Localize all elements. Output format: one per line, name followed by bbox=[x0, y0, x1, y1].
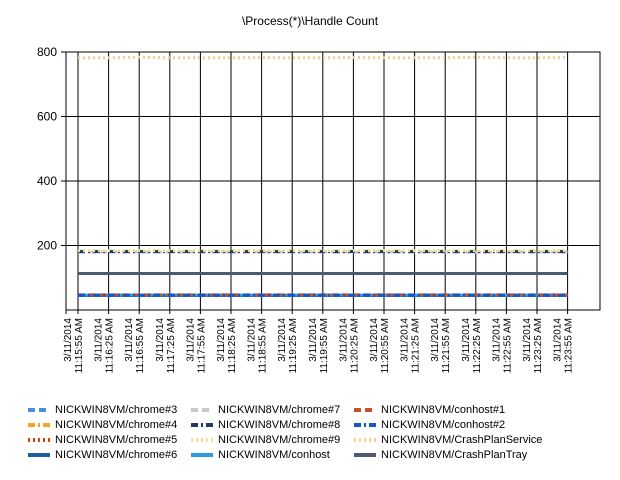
x-tick-label: 3/11/2014 11:16:25 AM bbox=[94, 318, 116, 374]
x-tick-label-line: 11:15:55 AM bbox=[74, 318, 85, 373]
legend-label: NICKWIN8VM/chrome#4 bbox=[55, 419, 178, 431]
x-tick-label: 3/11/2014 11:18:55 AM bbox=[247, 318, 269, 374]
legend-item: NICKWIN8VM/chrome#7 bbox=[191, 403, 354, 417]
legend-label: NICKWIN8VM/conhost#1 bbox=[381, 404, 506, 416]
x-tick-label-line: 3/11/2014 bbox=[216, 318, 227, 362]
legend-swatch bbox=[191, 453, 213, 457]
legend-item: NICKWIN8VM/conhost#2 bbox=[354, 418, 584, 432]
x-tick-label-line: 11:17:55 AM bbox=[196, 318, 207, 373]
x-tick-label: 3/11/2014 11:20:55 AM bbox=[369, 318, 391, 374]
x-tick-label-line: 3/11/2014 bbox=[124, 318, 135, 362]
x-tick-label-line: 3/11/2014 bbox=[247, 318, 258, 362]
x-tick-label: 3/11/2014 11:23:25 AM bbox=[522, 318, 544, 374]
x-tick-label-line: 3/11/2014 bbox=[430, 318, 441, 362]
series-line bbox=[78, 55, 568, 60]
y-tick-label: 600 bbox=[37, 110, 57, 124]
legend-label: NICKWIN8VM/CrashPlanService bbox=[381, 434, 543, 446]
x-tick-label: 3/11/2014 11:19:25 AM bbox=[277, 318, 299, 374]
x-tick-label-line: 3/11/2014 bbox=[308, 318, 319, 362]
x-tick-label: 3/11/2014 11:21:55 AM bbox=[430, 318, 452, 374]
x-tick-label: 3/11/2014 11:22:25 AM bbox=[461, 318, 483, 374]
legend-item: NICKWIN8VM/chrome#4 bbox=[28, 418, 191, 432]
x-tick-label: 3/11/2014 11:17:25 AM bbox=[155, 318, 177, 374]
y-tick-label: 800 bbox=[37, 45, 57, 59]
legend-swatch bbox=[191, 438, 213, 442]
legend-label: NICKWIN8VM/conhost#2 bbox=[381, 419, 506, 431]
y-tick-label: 200 bbox=[37, 239, 57, 253]
legend: NICKWIN8VM/chrome#3 NICKWIN8VM/chrome#7 NI… bbox=[28, 403, 618, 462]
legend-swatch bbox=[28, 408, 50, 412]
legend-item: NICKWIN8VM/conhost#1 bbox=[354, 403, 584, 417]
legend-swatch bbox=[28, 453, 50, 457]
x-tick-label: 3/11/2014 11:20:25 AM bbox=[338, 318, 360, 374]
x-tick-label-line: 3/11/2014 bbox=[461, 318, 472, 362]
x-tick-label-line: 11:20:25 AM bbox=[349, 318, 360, 373]
legend-swatch bbox=[191, 423, 213, 427]
x-tick-label-line: 11:23:25 AM bbox=[533, 318, 544, 373]
x-tick-label: 3/11/2014 11:17:55 AM bbox=[185, 318, 207, 374]
legend-item: NICKWIN8VM/CrashPlanTray bbox=[354, 448, 584, 462]
legend-label: NICKWIN8VM/chrome#7 bbox=[218, 404, 341, 416]
x-tick-label-line: 3/11/2014 bbox=[277, 318, 288, 362]
x-tick-label-line: 3/11/2014 bbox=[155, 318, 166, 362]
x-tick-label-line: 11:23:55 AM bbox=[564, 318, 575, 373]
x-tick-label-line: 11:16:25 AM bbox=[105, 318, 116, 373]
x-tick-label-line: 11:22:25 AM bbox=[472, 318, 483, 373]
x-tick-label: 3/11/2014 11:16:55 AM bbox=[124, 318, 146, 374]
x-tick-label: 3/11/2014 11:19:55 AM bbox=[308, 318, 330, 374]
grid-layer bbox=[65, 51, 601, 311]
chart: \Process(*)\Handle Count 200 400 600 800 3/1… bbox=[37, 14, 601, 373]
legend-label: NICKWIN8VM/chrome#3 bbox=[55, 404, 178, 416]
legend-item: NICKWIN8VM/chrome#3 bbox=[28, 403, 191, 417]
x-tick-label-line: 3/11/2014 bbox=[400, 318, 411, 362]
x-tick-label-line: 11:21:25 AM bbox=[411, 318, 422, 373]
series-layer bbox=[78, 55, 568, 297]
legend-label: NICKWIN8VM/chrome#5 bbox=[55, 434, 178, 446]
x-tick-label-line: 3/11/2014 bbox=[63, 318, 74, 362]
x-tick-label-line: 11:18:25 AM bbox=[227, 318, 238, 373]
x-tick-label-line: 3/11/2014 bbox=[94, 318, 105, 362]
x-tick-label-line: 3/11/2014 bbox=[522, 318, 533, 362]
legend-swatch bbox=[354, 423, 376, 427]
legend-swatch bbox=[354, 438, 376, 442]
legend-label: NICKWIN8VM/CrashPlanTray bbox=[381, 449, 528, 461]
legend-swatch bbox=[354, 408, 376, 412]
x-tick-label: 3/11/2014 11:23:55 AM bbox=[553, 318, 575, 374]
x-tick-label: 3/11/2014 11:15:55 AM bbox=[63, 318, 85, 374]
legend-item: NICKWIN8VM/chrome#8 bbox=[191, 418, 354, 432]
x-tick-label-line: 11:21:55 AM bbox=[441, 318, 452, 373]
legend-label: NICKWIN8VM/chrome#6 bbox=[55, 449, 178, 461]
x-tick-label-line: 3/11/2014 bbox=[185, 318, 196, 362]
x-tick-label: 3/11/2014 11:22:55 AM bbox=[491, 318, 513, 374]
legend-swatch bbox=[28, 423, 50, 427]
legend-swatch bbox=[28, 438, 50, 442]
chart-title: \Process(*)\Handle Count bbox=[242, 14, 379, 28]
x-tick-label-line: 11:16:55 AM bbox=[135, 318, 146, 373]
legend-item: NICKWIN8VM/CrashPlanService bbox=[354, 433, 584, 447]
legend-label: NICKWIN8VM/chrome#9 bbox=[218, 434, 341, 446]
y-tick-label: 400 bbox=[37, 174, 57, 188]
x-tick-label: 3/11/2014 11:21:25 AM bbox=[400, 318, 422, 374]
legend-swatch bbox=[191, 408, 213, 412]
x-tick-label-line: 3/11/2014 bbox=[491, 318, 502, 362]
legend-item: NICKWIN8VM/chrome#6 bbox=[28, 448, 191, 462]
legend-item: NICKWIN8VM/chrome#9 bbox=[191, 433, 354, 447]
x-tick-label: 3/11/2014 11:18:25 AM bbox=[216, 318, 238, 374]
x-tick-label-line: 11:22:55 AM bbox=[502, 318, 513, 373]
x-tick-label-line: 11:17:25 AM bbox=[166, 318, 177, 373]
x-tick-label-line: 3/11/2014 bbox=[553, 318, 564, 362]
x-tick-label-line: 11:18:55 AM bbox=[258, 318, 269, 373]
legend-item: NICKWIN8VM/chrome#5 bbox=[28, 433, 191, 447]
x-tick-label-line: 3/11/2014 bbox=[369, 318, 380, 362]
legend-item: NICKWIN8VM/conhost bbox=[191, 448, 354, 462]
x-tick-label-line: 11:19:25 AM bbox=[288, 318, 299, 373]
x-tick-label-line: 3/11/2014 bbox=[338, 318, 349, 362]
legend-label: NICKWIN8VM/conhost bbox=[218, 449, 330, 461]
x-tick-label-line: 11:19:55 AM bbox=[319, 318, 330, 373]
x-tick-label-line: 11:20:55 AM bbox=[380, 318, 391, 373]
legend-label: NICKWIN8VM/chrome#8 bbox=[218, 419, 341, 431]
legend-swatch bbox=[354, 453, 376, 457]
